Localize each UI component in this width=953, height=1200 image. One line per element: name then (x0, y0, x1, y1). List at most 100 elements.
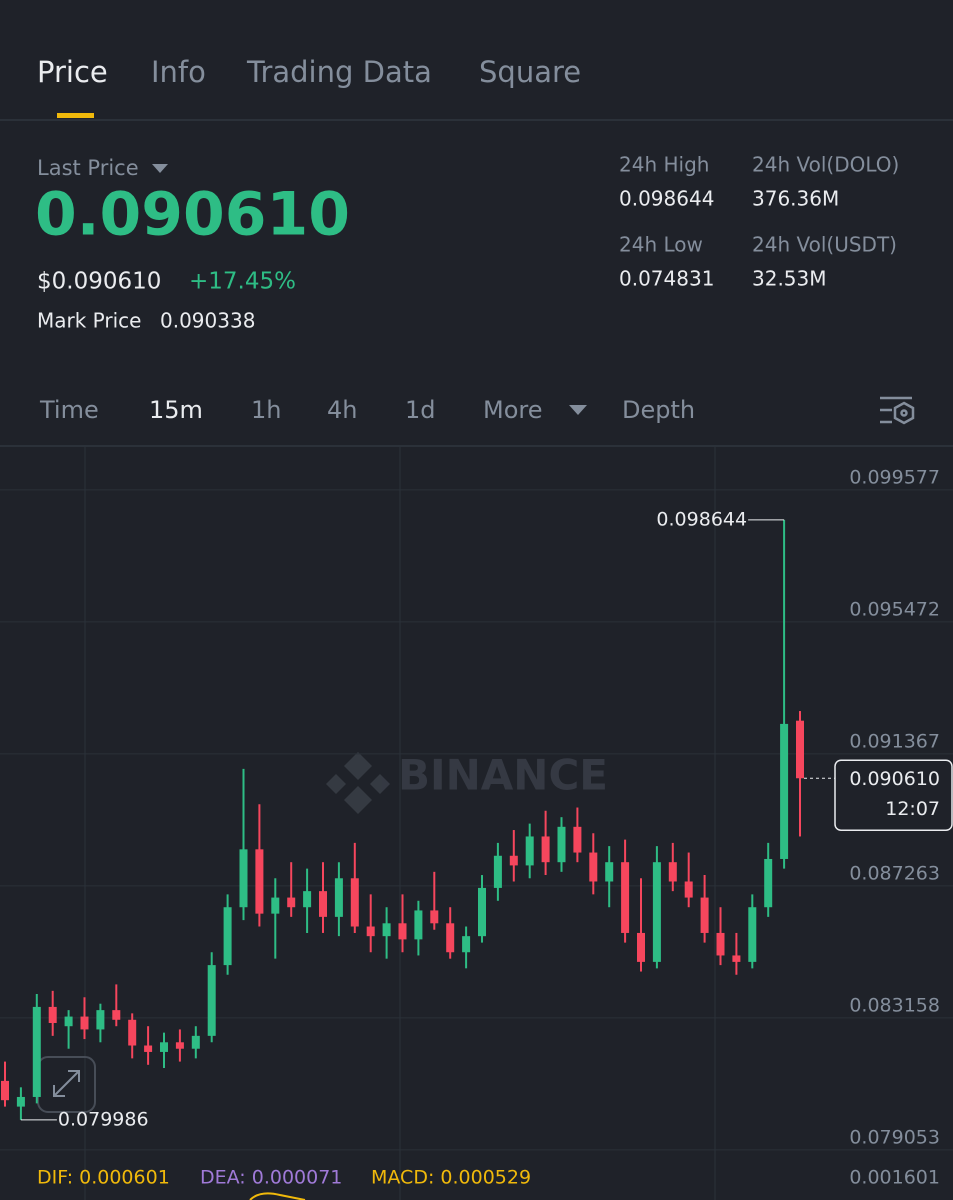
candle-body (207, 965, 216, 1036)
interval[interactable]: 1d (405, 396, 436, 424)
candle-body (144, 1045, 153, 1052)
candle-body (319, 891, 327, 917)
candle-body (334, 878, 343, 917)
candle-body (1, 1080, 9, 1101)
candle-body (525, 836, 534, 866)
mark-price-label: Mark Price (37, 309, 141, 333)
candle-body (621, 862, 630, 933)
candle-body (382, 923, 391, 937)
settings-icon[interactable] (880, 396, 915, 425)
candle-body (700, 897, 709, 933)
candle-body (64, 1016, 73, 1027)
mark-price: 0.090338 (160, 309, 255, 333)
candle-body (303, 891, 312, 908)
interval[interactable]: 15m (149, 396, 203, 424)
stat-label: 24h Vol(DOLO) (752, 153, 899, 177)
candle-body (541, 836, 550, 863)
countdown: 12:07 (885, 798, 940, 820)
stat-value: 0.098644 (619, 187, 714, 211)
candle-body (271, 897, 280, 914)
y-tick-label: 0.099577 (849, 466, 940, 488)
candle-body (32, 1006, 41, 1097)
last-price-label[interactable]: Last Price (37, 156, 139, 180)
candle-body (732, 955, 741, 962)
candle-body (191, 1035, 200, 1049)
dea-label: DEA: 0.000071 (200, 1167, 342, 1189)
interval[interactable]: Depth (622, 396, 695, 424)
stat-value: 32.53M (752, 267, 827, 291)
candle-body (446, 923, 455, 953)
tab-indicator (57, 113, 94, 118)
candle-body (652, 862, 661, 962)
interval[interactable]: More (483, 396, 543, 424)
candle-body (764, 858, 773, 908)
candle-body (16, 1096, 25, 1107)
low-label: 0.079986 (58, 1108, 149, 1130)
y-tick-label: 0.095472 (849, 598, 940, 620)
candle-body (605, 862, 614, 882)
candle-body (287, 897, 296, 908)
candle-body (96, 1010, 105, 1030)
candle-body (557, 826, 566, 863)
dropdown-arrow (152, 164, 168, 173)
candle-body (430, 910, 439, 924)
candle-body (366, 926, 375, 937)
high-label: 0.098644 (656, 508, 747, 530)
macd-line (249, 1192, 306, 1200)
watermark: BINANCE (326, 751, 608, 814)
y-tick-label: 0.079053 (849, 1126, 940, 1148)
usd-price: $0.090610 (37, 269, 161, 295)
candle-body (748, 907, 757, 962)
candle-body (414, 910, 423, 940)
dropdown-arrow (569, 405, 587, 415)
interval[interactable]: 4h (327, 396, 357, 424)
interval[interactable]: Time (39, 396, 99, 424)
expand-icon (53, 1070, 80, 1097)
tab[interactable]: Info (151, 55, 206, 89)
candle-body (128, 1019, 137, 1046)
candle-body (780, 723, 789, 859)
candle-body (398, 923, 407, 940)
candle-body (160, 1042, 168, 1052)
stat-value: 376.36M (752, 187, 839, 211)
candle-body (509, 855, 518, 866)
stat-value: 0.074831 (619, 267, 714, 291)
candle-body (573, 826, 582, 853)
tab[interactable]: Trading Data (246, 55, 432, 89)
macd-axis-label: 0.001601 (849, 1167, 940, 1189)
candle-body (589, 852, 598, 882)
candle-body (668, 862, 677, 882)
stat-label: 24h High (619, 153, 709, 177)
price-change: +17.45% (189, 269, 296, 295)
candle-body (112, 1010, 121, 1020)
candle-body (223, 907, 232, 966)
last-price-tag-label: 0.090610 (849, 768, 940, 790)
macd-label: MACD: 0.000529 (371, 1167, 531, 1189)
stat-label: 24h Low (619, 233, 703, 257)
candle-body (255, 849, 264, 914)
stat-label: 24h Vol(USDT) (752, 233, 897, 257)
candle-body (80, 1016, 89, 1030)
tab[interactable]: Price (37, 55, 108, 89)
dif-label: DIF: 0.000601 (37, 1167, 170, 1189)
y-tick-label: 0.083158 (849, 994, 940, 1016)
candle-body (684, 881, 693, 898)
candle-body (637, 932, 645, 962)
candle-body (350, 878, 359, 927)
candle-body (175, 1042, 184, 1049)
y-tick-label: 0.087263 (849, 862, 940, 884)
candle-body (478, 887, 486, 937)
candle-body (462, 936, 471, 953)
y-tick-label: 0.091367 (849, 730, 940, 752)
candle-body (493, 855, 502, 888)
candle-body (48, 1006, 57, 1023)
tab[interactable]: Square (479, 55, 581, 89)
candle-body (239, 849, 248, 908)
interval[interactable]: 1h (251, 396, 281, 424)
watermark-text: BINANCE (398, 751, 608, 800)
last-price: 0.090610 (35, 180, 350, 250)
candle-body (716, 932, 725, 956)
